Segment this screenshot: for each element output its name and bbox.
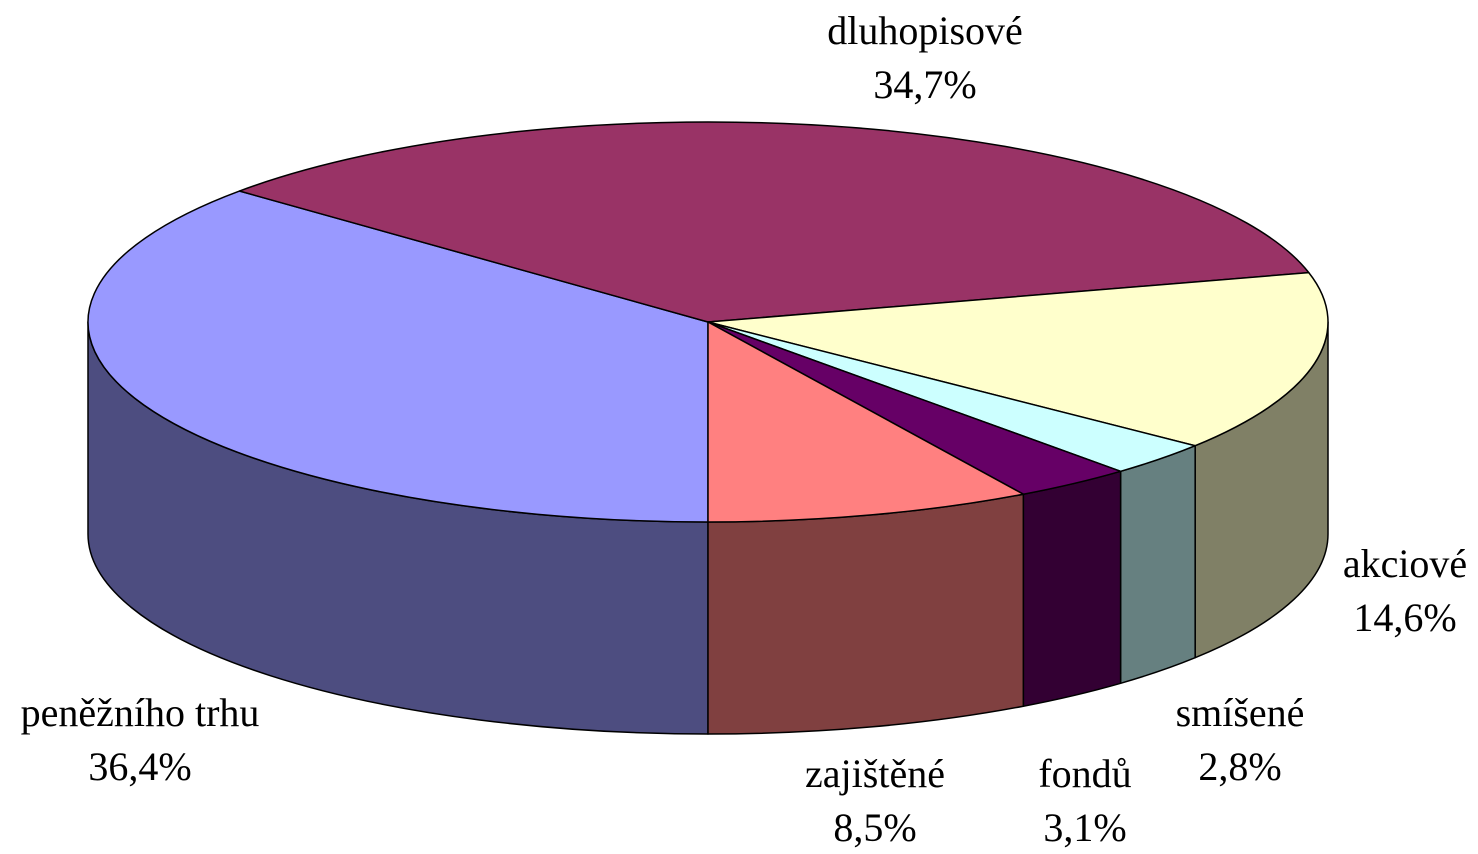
slice-label: smíšené (1176, 690, 1305, 735)
pie-side (1119, 444, 1196, 685)
pie-slice (707, 321, 1025, 523)
slice-value-label: 36,4% (88, 744, 191, 789)
slice-value-label: 14,6% (1353, 595, 1456, 640)
pie-side (1022, 470, 1122, 707)
slice-value-label: 2,8% (1198, 744, 1281, 789)
pie-slice (238, 121, 1310, 323)
slice-label: fondů (1038, 751, 1131, 796)
slice-value-label: 3,1% (1043, 805, 1126, 850)
slice-label: peněžního trhu (21, 690, 260, 735)
slice-value-label: 8,5% (833, 805, 916, 850)
slice-value-label: 34,7% (873, 62, 976, 107)
slice-label: akciové (1343, 541, 1467, 586)
slice-label: dluhopisové (827, 8, 1023, 53)
pie-slice (87, 190, 709, 523)
slice-label: zajištěné (805, 751, 945, 796)
pie-side (707, 493, 1025, 735)
pie-slice (707, 271, 1329, 447)
